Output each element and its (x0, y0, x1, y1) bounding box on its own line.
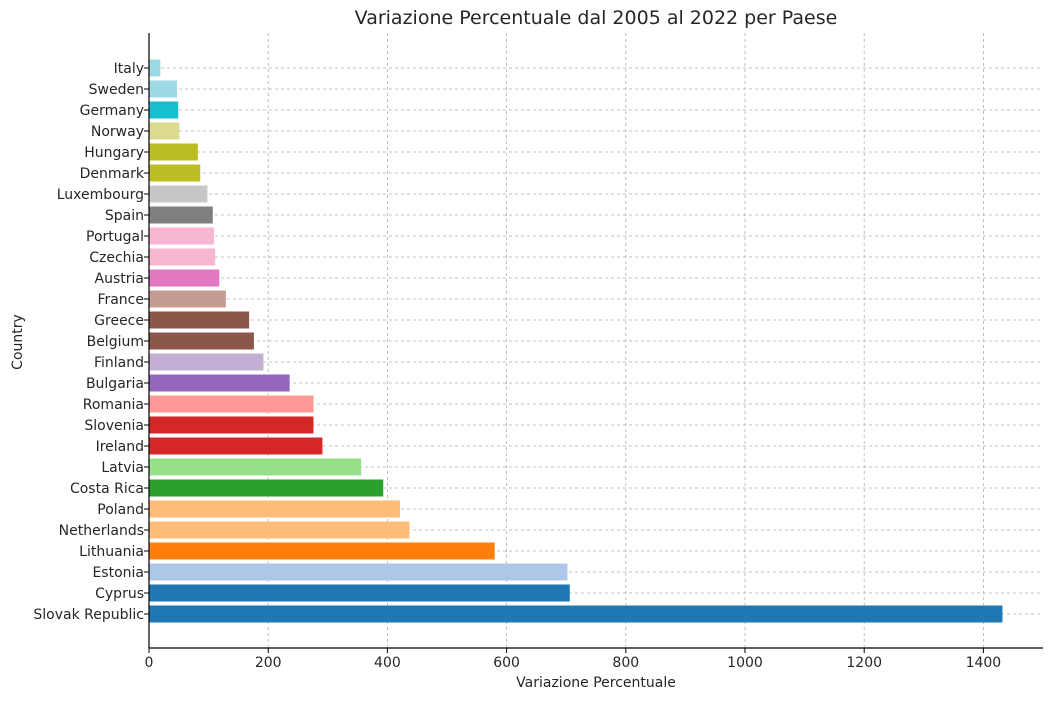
bar (149, 521, 410, 539)
bar (149, 206, 213, 224)
y-tick-label: Norway (91, 124, 144, 140)
bar (149, 353, 264, 371)
x-ticks: 0 200 400 600 800 1000 1200 1400 (145, 648, 1002, 671)
y-tick-label: Finland (94, 355, 144, 371)
bar (149, 458, 362, 476)
y-tick-label: Costa Rica (70, 481, 144, 497)
bar (149, 227, 214, 245)
y-tick-label: Greece (94, 313, 144, 329)
y-tick-label: Cyprus (95, 586, 144, 602)
y-tick-label: Slovenia (84, 418, 144, 434)
bar (149, 542, 495, 560)
bar (149, 416, 314, 434)
bar (149, 479, 384, 497)
bar (149, 101, 179, 119)
bar (149, 605, 1003, 623)
bar (149, 311, 250, 329)
x-tick-label: 1400 (966, 655, 1002, 671)
y-tick-label: Germany (80, 103, 144, 119)
x-axis-title: Variazione Percentuale (516, 675, 676, 691)
y-tick-label: Denmark (80, 166, 145, 182)
y-tick-label: Sweden (89, 82, 144, 98)
y-tick-label: Netherlands (59, 523, 144, 539)
y-tick-label: Bulgaria (86, 376, 144, 392)
x-tick-label: 0 (145, 655, 154, 671)
x-tick-label: 1200 (846, 655, 882, 671)
y-tick-label: Romania (83, 397, 144, 413)
y-tick-label: Spain (105, 208, 144, 224)
bar (149, 80, 178, 98)
y-axis-title: Country (10, 314, 26, 370)
bar (149, 374, 290, 392)
y-tick-label: Lithuania (79, 544, 144, 560)
bar (149, 185, 208, 203)
bar (149, 143, 198, 161)
y-tick-label: Luxembourg (57, 187, 144, 203)
y-tick-label: Poland (97, 502, 144, 518)
x-tick-label: 400 (374, 655, 401, 671)
x-tick-label: 200 (255, 655, 282, 671)
bar (149, 395, 314, 413)
y-tick-label: Hungary (84, 145, 144, 161)
y-tick-label: Ireland (96, 439, 144, 455)
y-tick-label: Slovak Republic (33, 607, 144, 623)
bar (149, 122, 180, 140)
x-tick-label: 600 (493, 655, 520, 671)
y-tick-label: Estonia (92, 565, 144, 581)
y-tick-label: Czechia (89, 250, 144, 266)
bar (149, 332, 254, 350)
bar (149, 584, 570, 602)
bar (149, 269, 220, 287)
y-tick-label: Belgium (87, 334, 144, 350)
y-ticks: Slovak Republic Cyprus Estonia Lithuania Net… (33, 61, 149, 623)
bar (149, 59, 161, 77)
x-tick-label: 800 (612, 655, 639, 671)
chart-title: Variazione Percentuale dal 2005 al 2022 … (355, 7, 838, 29)
y-tick-label: Austria (95, 271, 144, 287)
bar (149, 563, 568, 581)
bar (149, 248, 216, 266)
bar (149, 437, 323, 455)
bar (149, 164, 201, 182)
bar (149, 290, 226, 308)
bar (149, 500, 400, 518)
y-tick-label: Latvia (101, 460, 144, 476)
grid (148, 33, 1043, 648)
y-tick-label: Portugal (86, 229, 144, 245)
y-tick-label: Italy (114, 61, 144, 77)
bars (149, 59, 1003, 623)
x-tick-label: 1000 (727, 655, 763, 671)
y-tick-label: France (97, 292, 144, 308)
